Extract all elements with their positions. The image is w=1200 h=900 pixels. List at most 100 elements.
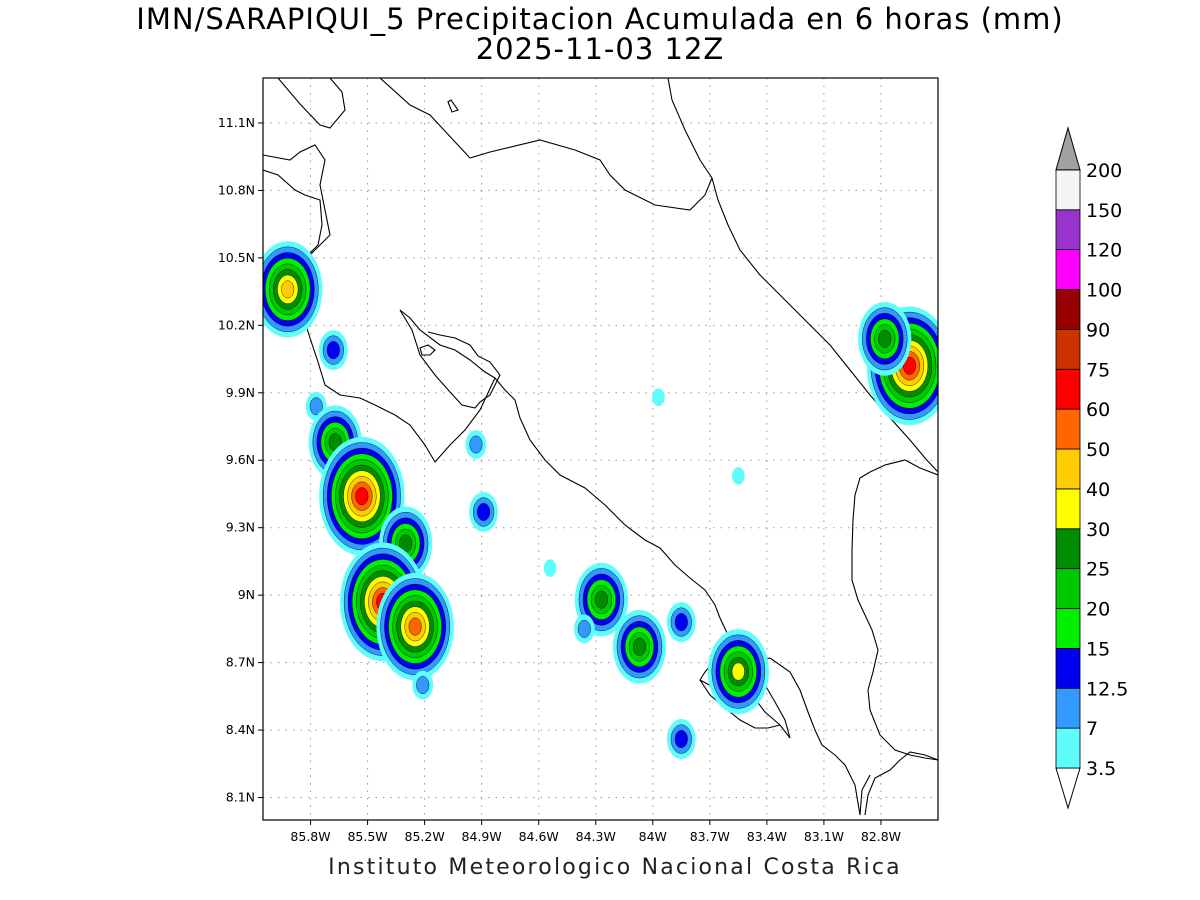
colorbar-swatch: [1055, 408, 1081, 450]
precip-cell: [469, 491, 498, 532]
colorbar-label: 50: [1086, 439, 1110, 461]
colorbar-label: 12.5: [1086, 678, 1128, 700]
colorbar-label: 30: [1086, 519, 1110, 541]
precip-contour: [731, 662, 745, 681]
tick-label-lat: 8.1N: [226, 790, 255, 805]
precip-cell: [666, 602, 696, 643]
tick-label-lat: 9N: [238, 587, 255, 602]
colorbar-label: 75: [1086, 359, 1110, 381]
precip-cell: [612, 609, 667, 684]
tick-label-lat: 9.9N: [226, 385, 255, 400]
precip-contour: [674, 613, 688, 632]
tick-label-lat: 10.2N: [218, 317, 255, 332]
precip-contour: [732, 467, 745, 485]
colorbar-swatch: [1055, 448, 1081, 490]
coastline-bocas: [851, 459, 938, 761]
tick-label-lon: 85.5W: [347, 829, 387, 844]
tick-label-lon: 85.2W: [405, 829, 445, 844]
colorbar-swatch: [1055, 528, 1081, 570]
coastline-caribbean: [667, 78, 938, 473]
colorbar-label: 150: [1086, 200, 1122, 222]
tick-label-lat: 8.4N: [226, 722, 255, 737]
island-chira: [419, 344, 436, 356]
precip-cell: [465, 430, 487, 459]
precip-cell: [543, 559, 557, 577]
axis-ticks: 85.8W 85.5W 85.2W 84.9W 84.6W 84.3W 84W 83.7W 83…: [218, 115, 901, 844]
precip-contour: [902, 356, 916, 375]
colorbar-extend-high: [1055, 126, 1081, 171]
tick-label-lat: 9.3N: [226, 520, 255, 535]
colorbar-swatch: [1055, 249, 1081, 290]
footer-credit: Instituto Meteorologico Nacional Costa R…: [328, 855, 902, 880]
colorbar-swatch: [1055, 169, 1081, 211]
tick-label-lat: 8.7N: [226, 655, 255, 670]
precip-cell: [732, 467, 745, 485]
precip-cell: [666, 719, 696, 760]
precip-contour: [309, 397, 323, 416]
precip-contour: [674, 730, 688, 749]
precip-contour: [281, 280, 295, 299]
tick-label-lat: 10.5N: [218, 250, 255, 265]
colorbar-swatch: [1055, 608, 1081, 649]
tick-label-lon: 83.1W: [804, 829, 844, 844]
chart-title: IMN/SARAPIQUI_5 Precipitacion Acumulada …: [136, 2, 1064, 36]
colorbar-swatch: [1055, 727, 1081, 769]
colorbar-swatch: [1055, 289, 1081, 330]
precip-cell: [707, 629, 769, 715]
precip-cell: [319, 436, 405, 556]
colorbar-label: 60: [1086, 399, 1110, 421]
colorbar-label: 25: [1086, 559, 1110, 581]
precip-contour: [594, 590, 608, 609]
colorbar-extend-low: [1055, 767, 1081, 810]
colorbar-label: 7: [1086, 718, 1098, 740]
colorbar-label: 120: [1086, 240, 1122, 262]
colorbar-label: 15: [1086, 638, 1110, 660]
colorbar-swatch: [1055, 568, 1081, 609]
precip-contour: [469, 435, 483, 454]
precip-contour: [477, 503, 491, 521]
colorbar-swatch: [1055, 328, 1081, 370]
precip-contour: [543, 559, 557, 577]
precip-cell: [412, 670, 434, 700]
tick-label-lon: 84W: [639, 829, 667, 844]
coastline-layer: [263, 78, 938, 816]
precip-contour: [632, 637, 646, 656]
colorbar-swatch: [1055, 647, 1081, 689]
colorbar-swatch: [1055, 488, 1081, 530]
plot-frame: [262, 77, 939, 821]
precip-contour: [416, 676, 430, 695]
tick-label-lon: 82.8W: [861, 829, 901, 844]
colorbar-swatch: [1055, 687, 1081, 729]
colorbar: 3.5 7 12.5 15 20 25 30 40 50 60 75 90 100 120 150 200: [1055, 126, 1128, 810]
precip-contour: [355, 487, 369, 506]
tick-label-lon: 83.4W: [747, 829, 787, 844]
precip-contour: [408, 617, 422, 636]
precip-cell: [573, 614, 595, 644]
precip-contour: [326, 341, 340, 360]
colorbar-swatch: [1055, 368, 1081, 410]
tick-label-lon: 84.6W: [519, 829, 559, 844]
colorbar-swatch: [1055, 209, 1081, 251]
coastline-guanacaste: [263, 169, 496, 463]
chart-subtitle-date: 2025-11-03 12Z: [475, 32, 725, 66]
tick-label-lon: 83.7W: [690, 829, 730, 844]
colorbar-label: 40: [1086, 479, 1110, 501]
precip-cell: [318, 330, 348, 371]
precip-contour: [577, 619, 591, 638]
colorbar-label: 20: [1086, 599, 1110, 621]
tick-label-lon: 84.3W: [576, 829, 616, 844]
precipitation-layer: [263, 241, 938, 760]
tick-label-lon: 85.8W: [290, 829, 330, 844]
coastline-panama-pacific: [864, 751, 938, 816]
colorbar-label: 100: [1086, 280, 1122, 302]
tick-label-lat: 9.6N: [226, 452, 255, 467]
colorbar-label: 200: [1086, 160, 1122, 182]
precip-cell: [376, 572, 454, 681]
tick-label-lat: 10.8N: [218, 182, 255, 197]
precip-contour: [652, 388, 665, 407]
precip-cell: [263, 241, 323, 338]
colorbar-label: 3.5: [1086, 758, 1116, 780]
tick-label-lon: 84.9W: [462, 829, 502, 844]
coastline-nicaragua-north: [263, 78, 346, 129]
